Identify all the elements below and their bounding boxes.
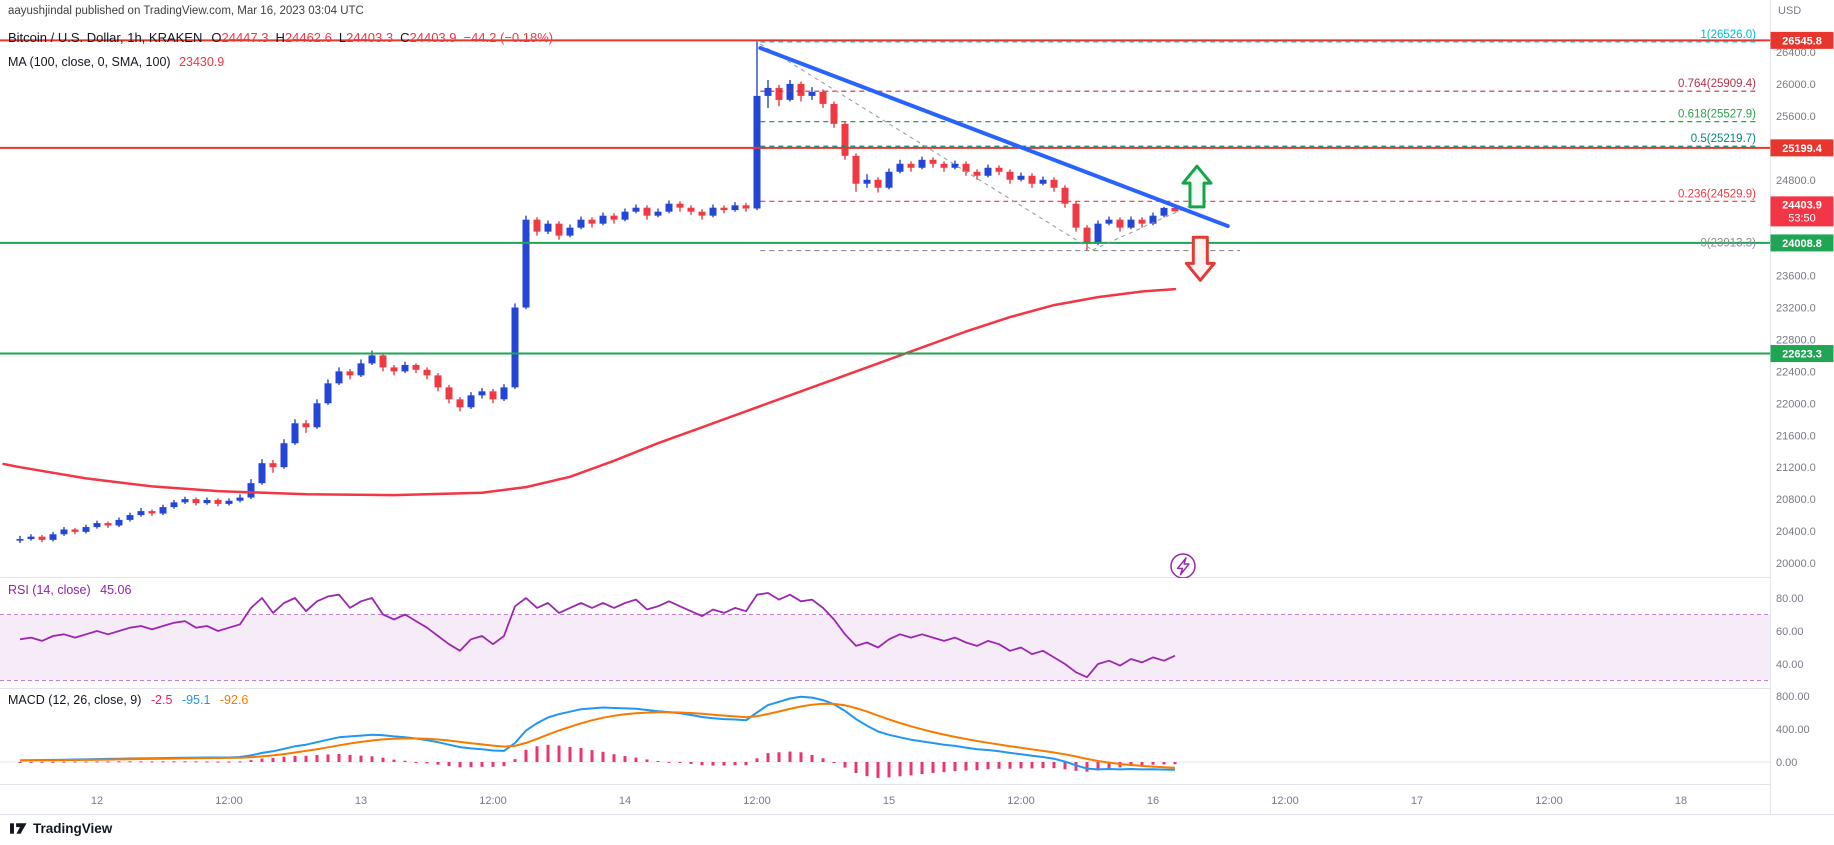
svg-text:26400.0: 26400.0 [1776,47,1816,59]
rsi-value: 45.06 [100,583,132,597]
publish-watermark: aayushjindal published on TradingView.co… [8,5,364,17]
svg-text:60.00: 60.00 [1776,626,1804,638]
dashed-guide-line[interactable] [1092,204,1192,251]
fib-level-label: 0.618(25527.9) [1678,109,1756,121]
svg-text:14: 14 [619,795,631,807]
price-tag[interactable] [1770,345,1834,363]
svg-text:22000.0: 22000.0 [1776,398,1816,410]
svg-text:26000.0: 26000.0 [1776,79,1816,91]
price-pane [2,41,1179,544]
price-tag[interactable] [1770,196,1834,227]
svg-text:22800.0: 22800.0 [1776,334,1816,346]
svg-text:12:00: 12:00 [1007,795,1035,807]
svg-text:20400.0: 20400.0 [1776,526,1816,538]
ohlc-high: H24462.6 [275,30,332,45]
svg-text:12:00: 12:00 [1271,795,1299,807]
svg-text:25600.0: 25600.0 [1776,111,1816,123]
rsi-band [0,614,1770,681]
macd-signal-line [19,702,1176,769]
svg-text:12:00: 12:00 [1535,795,1563,807]
macd-signal-value: -92.6 [219,693,249,707]
svg-text:18: 18 [1675,795,1687,807]
svg-text:17: 17 [1411,795,1423,807]
ohlc-close: C24403.9 [400,30,457,45]
dashed-guide-line[interactable] [760,43,1093,251]
svg-text:12:00: 12:00 [479,795,507,807]
ma-label: MA (100, close, 0, SMA, 100) [8,55,171,69]
macd-pane [0,695,1770,778]
svg-text:23600.0: 23600.0 [1776,271,1816,283]
svg-text:800.00: 800.00 [1776,691,1810,703]
svg-text:21600.0: 21600.0 [1776,430,1816,442]
fib-level-label: 0.5(25219.7) [1691,133,1756,145]
fib-level-label: 0.236(24529.9) [1678,188,1756,200]
drawings-layer[interactable]: 1(26526.0) 0.764(25909.4) 0.618(25527.9) 0.… [0,29,1770,578]
price-tag[interactable] [1770,31,1834,49]
svg-text:15: 15 [883,795,895,807]
ohlc-low: L24403.3 [338,30,394,45]
symbol-legend[interactable]: Bitcoin / U.S. Dollar, 1h, KRAKEN O24447… [8,30,553,45]
candles [16,41,1179,544]
svg-text:12: 12 [91,795,103,807]
svg-text:20800.0: 20800.0 [1776,494,1816,506]
price-tag[interactable] [1770,139,1834,157]
svg-text:0.00: 0.00 [1776,757,1797,769]
tradingview-branding[interactable]: TradingView [10,821,112,836]
svg-text:22400.0: 22400.0 [1776,366,1816,378]
macd-hist-value: -2.5 [150,693,173,707]
svg-text:20000.0: 20000.0 [1776,558,1816,570]
svg-text:24008.8: 24008.8 [1782,238,1822,250]
price-tags-layer: 26545.8 25199.4 24008.8 22623.3 24403.953:50 [1770,31,1834,363]
svg-text:400.00: 400.00 [1776,724,1810,736]
fib-level-label: 1(26526.0) [1700,29,1756,41]
macd-label: MACD (12, 26, close, 9) [8,693,142,707]
svg-text:16: 16 [1147,795,1159,807]
svg-text:24800.0: 24800.0 [1776,175,1816,187]
svg-text:12:00: 12:00 [215,795,243,807]
up-arrow[interactable] [1181,164,1213,209]
fib-level-label: 0(23913.3) [1700,238,1756,250]
price-scale-area[interactable] [1770,0,1834,814]
rsi-line [19,592,1176,679]
svg-text:21200.0: 21200.0 [1776,462,1816,474]
time-scale-area[interactable] [0,784,1770,814]
svg-text:22623.3: 22623.3 [1782,349,1822,361]
macd-histogram [18,744,1177,778]
svg-text:25199.4: 25199.4 [1782,143,1823,155]
rsi-label: RSI (14, close) [8,583,91,597]
currency-label[interactable]: USD [1778,5,1802,17]
trend-line[interactable] [758,46,1230,229]
ma-100-line [2,287,1177,497]
svg-text:80.00: 80.00 [1776,593,1804,605]
price-tag[interactable] [1770,234,1834,252]
svg-text:24403.9: 24403.9 [1782,199,1822,211]
rsi-legend[interactable]: RSI (14, close) 45.06 [8,583,131,597]
svg-text:23200.0: 23200.0 [1776,303,1816,315]
symbol-title: Bitcoin / U.S. Dollar, 1h, KRAKEN [8,30,203,45]
macd-line-value: -95.1 [181,693,211,707]
svg-text:26545.8: 26545.8 [1782,35,1822,47]
ohlc-open: O24447.3 [211,30,269,45]
lightning-icon[interactable] [1170,553,1196,578]
tradingview-logo [10,823,27,834]
ma-legend[interactable]: MA (100, close, 0, SMA, 100) 23430.9 [8,55,224,69]
svg-text:40.00: 40.00 [1776,659,1804,671]
lightning-bolt [1176,557,1190,576]
fib-level-label: 0.764(25909.4) [1678,78,1756,90]
change-value: −44.2 (−0.18%) [463,30,554,45]
ma-value: 23430.9 [179,55,225,69]
macd-legend[interactable]: MACD (12, 26, close, 9) -2.5 -95.1 -92.6 [8,693,248,707]
brand-name: TradingView [33,821,113,836]
rsi-pane [0,592,1770,681]
svg-text:13: 13 [355,795,367,807]
svg-text:53:50: 53:50 [1788,212,1816,224]
down-arrow[interactable] [1184,235,1216,282]
svg-text:12:00: 12:00 [743,795,771,807]
